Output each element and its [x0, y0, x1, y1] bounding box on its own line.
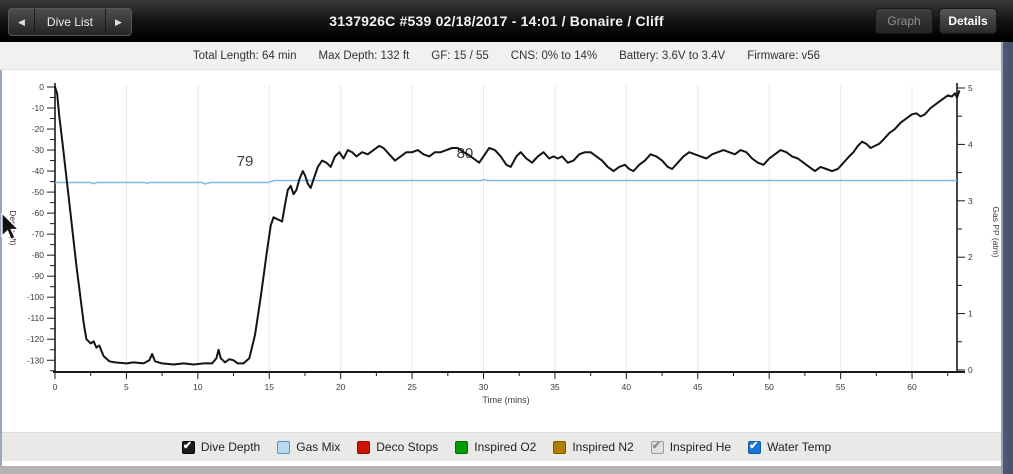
svg-text:-90: -90	[32, 271, 45, 281]
legend-label: Water Temp	[767, 440, 832, 454]
inspired-he-checkbox[interactable]: ✔	[650, 439, 664, 454]
svg-text:40: 40	[622, 382, 632, 392]
svg-text:50: 50	[764, 382, 774, 392]
inspired-n2-checkbox[interactable]	[553, 440, 567, 454]
legend-label: Inspired He	[669, 440, 732, 454]
dive-profile-chart: 0 -10 -20 -30 -40 -50 -60 -70 -80 -90 -100 -110 -120…	[0, 70, 1013, 432]
svg-text:Depth (ft): Depth (ft)	[8, 210, 18, 246]
gas-pp-axis: 0 1 2 3 4 5 Gas PP (atm)	[957, 83, 1001, 375]
svg-text:-60: -60	[32, 208, 45, 218]
depth-axis: 0 -10 -20 -30 -40 -50 -60 -70 -80 -90 -100 -110 -120…	[8, 82, 55, 372]
svg-text:Time (mins): Time (mins)	[482, 395, 529, 405]
dive-summary-bar: Total Length: 64 min Max Depth: 132 ft GF:…	[0, 42, 1013, 70]
svg-text:10: 10	[193, 382, 203, 392]
svg-text:1: 1	[968, 309, 973, 319]
svg-text:Gas PP (atm): Gas PP (atm)	[991, 206, 1001, 257]
svg-text:55: 55	[836, 382, 846, 392]
svg-text:60: 60	[907, 382, 917, 392]
svg-text:-20: -20	[32, 124, 45, 134]
details-button[interactable]: Details	[939, 8, 997, 34]
svg-text:5: 5	[968, 83, 973, 93]
svg-text:-120: -120	[27, 334, 44, 344]
svg-text:15: 15	[265, 382, 275, 392]
bottom-window-edge	[0, 466, 1013, 474]
info-item: GF: 15 / 55	[431, 49, 489, 62]
legend-label: Deco Stops	[376, 440, 439, 454]
dive-list-button[interactable]: Dive List	[35, 9, 106, 35]
info-item: Battery: 3.6V to 3.4V	[619, 49, 726, 62]
svg-text:-100: -100	[27, 292, 44, 302]
svg-text:-10: -10	[32, 103, 45, 113]
svg-text:3: 3	[968, 196, 973, 206]
right-window-edge	[1001, 42, 1013, 474]
svg-text:35: 35	[550, 382, 560, 392]
series-legend: ✔ Dive Depth Gas Mix Deco Stops Inspired O2 I…	[0, 432, 1013, 461]
dive-depth-line	[54, 86, 961, 366]
previous-dive-button[interactable]: ◀	[9, 9, 35, 35]
svg-text:30: 30	[479, 382, 489, 392]
legend-item-dive-depth: ✔ Dive Depth	[181, 439, 261, 454]
next-dive-button[interactable]: ▶	[106, 9, 131, 35]
axes	[53, 83, 965, 373]
legend-item-inspired-n2: Inspired N2	[553, 440, 634, 454]
inspired-o2-checkbox[interactable]	[455, 440, 469, 454]
svg-text:79: 79	[237, 153, 254, 170]
dive-list-button-group: ◀ Dive List ▶	[8, 8, 132, 36]
svg-text:0: 0	[968, 365, 973, 375]
svg-text:-110: -110	[28, 313, 45, 323]
deco-stops-checkbox[interactable]	[357, 440, 371, 454]
svg-text:-50: -50	[32, 187, 45, 197]
svg-text:0: 0	[53, 382, 58, 392]
water-temp-line	[55, 178, 957, 185]
dive-depth-checkbox[interactable]: ✔	[181, 439, 195, 454]
water-temp-checkbox[interactable]: ✔	[748, 439, 762, 454]
svg-text:5: 5	[124, 382, 129, 392]
svg-text:45: 45	[693, 382, 703, 392]
graph-button[interactable]: Graph	[875, 8, 933, 34]
legend-item-deco-stops: Deco Stops	[357, 440, 438, 454]
left-window-edge	[0, 70, 2, 466]
svg-text:4: 4	[968, 139, 973, 149]
info-item: CNS: 0% to 14%	[510, 49, 598, 62]
svg-text:-80: -80	[32, 250, 45, 260]
title-bar: ◀ Dive List ▶ 3137926C #539 02/18/2017 -…	[0, 0, 1013, 42]
right-arrow-icon: ▶	[114, 16, 122, 27]
time-axis: 0 5 10 15 20 25 30 35 40 45 50 55 60 Time (mins)	[53, 372, 949, 405]
svg-text:-70: -70	[32, 229, 45, 239]
temp-labels: 79 80	[237, 145, 474, 170]
legend-item-water-temp: ✔ Water Temp	[748, 440, 831, 454]
svg-text:25: 25	[407, 382, 417, 392]
svg-text:-30: -30	[32, 145, 45, 155]
info-item: Firmware: v56	[747, 49, 821, 62]
svg-text:20: 20	[336, 382, 346, 392]
legend-item-inspired-he: ✔ Inspired He	[650, 439, 732, 454]
svg-text:0: 0	[39, 82, 44, 92]
legend-label: Gas Mix	[296, 440, 341, 454]
view-buttons: Graph Details	[875, 8, 997, 34]
legend-label: Dive Depth	[200, 440, 261, 454]
dive-title: 3137926C #539 02/18/2017 - 14:01 / Bonai…	[329, 13, 664, 29]
check-icon: ✔	[651, 439, 661, 452]
info-item: Max Depth: 132 ft	[318, 49, 410, 62]
gas-mix-checkbox[interactable]	[277, 440, 291, 454]
svg-text:-40: -40	[32, 166, 45, 176]
legend-item-gas-mix: Gas Mix	[277, 440, 340, 454]
svg-text:-130: -130	[27, 355, 44, 365]
legend-label: Inspired N2	[572, 440, 634, 454]
check-icon: ✔	[749, 439, 759, 452]
dive-profile-svg: 0 -10 -20 -30 -40 -50 -60 -70 -80 -90 -100 -110 -120…	[8, 82, 1001, 405]
svg-text:2: 2	[968, 252, 973, 262]
legend-label: Inspired O2	[474, 440, 537, 454]
left-arrow-icon: ◀	[18, 16, 25, 27]
check-icon: ✔	[182, 439, 193, 452]
legend-item-inspired-o2: Inspired O2	[455, 440, 536, 454]
gridlines	[125, 85, 913, 372]
info-item: Total Length: 64 min	[192, 49, 297, 62]
